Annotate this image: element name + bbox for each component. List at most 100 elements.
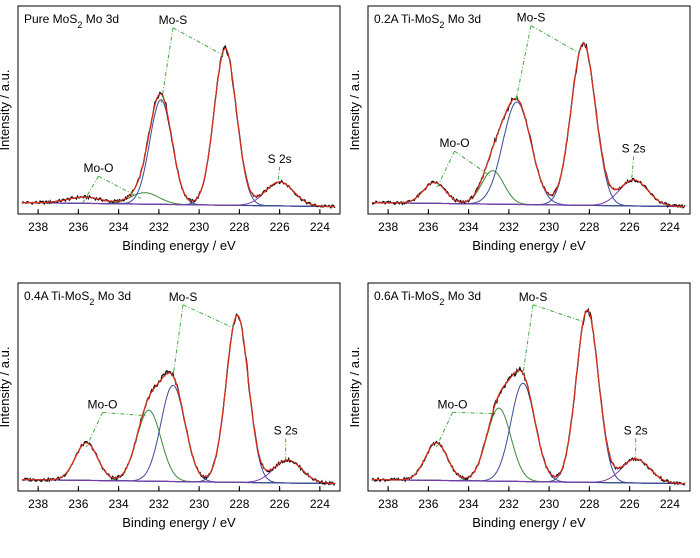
x-tick-label: 238 — [28, 220, 48, 234]
x-tick-label: 234 — [459, 497, 479, 511]
peak-annotation-label: S 2s — [624, 424, 648, 438]
y-axis-label: Intensity / a.u. — [350, 347, 362, 428]
chart-svg: 238 236 234 232 230 228 226 224 Binding energy /… — [347, 5, 691, 253]
annotation-leader-line — [435, 150, 455, 190]
peak-annotation-label: Mo-O — [84, 161, 114, 175]
annotation-leader-line — [172, 27, 224, 56]
x-tick-label: 224 — [310, 220, 330, 234]
peak-annotation-label: S 2s — [268, 152, 292, 166]
fitted-envelope-line — [372, 42, 685, 208]
annotation-leader-line — [530, 25, 580, 54]
x-tick-label: 234 — [459, 220, 479, 234]
peak-annotation-label: Mo-S — [519, 290, 548, 304]
x-tick-label: 236 — [418, 220, 438, 234]
x-tick-label: 238 — [378, 497, 398, 511]
peak-component-mo-o — [372, 170, 685, 208]
xps-panel-0.2a-ti-mos2: 238 236 234 232 230 228 226 224 Binding energy /… — [347, 0, 700, 276]
peak-component-mo-o — [22, 409, 335, 485]
xps-panel-pure-mos2: 238 236 234 232 230 228 226 224 Binding energy /… — [0, 0, 350, 276]
x-tick-label: 232 — [149, 220, 169, 234]
x-tick-label: 232 — [149, 497, 169, 511]
peak-annotation-label: Mo-S — [159, 13, 188, 27]
annotation-leader-line — [81, 175, 99, 204]
peak-component-mo-s — [22, 47, 335, 208]
peak-annotation-label: S 2s — [622, 141, 646, 155]
chart-svg: 238 236 234 232 230 228 226 224 Binding energy /… — [347, 282, 691, 530]
chart-svg: 238 236 234 232 230 228 226 224 Binding energy /… — [0, 282, 341, 530]
fitted-envelope-line — [21, 47, 335, 208]
y-axis-label: Intensity / a.u. — [0, 70, 12, 151]
x-tick-label: 224 — [660, 497, 680, 511]
x-tick-label: 224 — [310, 497, 330, 511]
panel-title: Pure MoS2 Mo 3d — [24, 12, 119, 30]
annotation-leader-line — [98, 175, 141, 199]
annotation-leader-line — [182, 304, 234, 329]
xps-panel-0.6a-ti-mos2: 238 236 234 232 230 228 226 224 Binding energy /… — [347, 277, 700, 553]
annotation-leader-line — [631, 156, 635, 181]
annotation-leader-line — [160, 27, 174, 106]
y-axis-label: Intensity / a.u. — [350, 70, 362, 151]
annotation-leader-line — [435, 412, 453, 448]
peak-component-s-2s — [22, 459, 335, 484]
x-tick-label: 226 — [620, 497, 640, 511]
x-tick-label: 236 — [68, 497, 88, 511]
annotation-leader-line — [102, 411, 147, 417]
x-axis-label: Binding energy / eV — [472, 515, 586, 530]
x-tick-label: 228 — [229, 220, 249, 234]
x-tick-label: 230 — [189, 497, 209, 511]
peak-annotation-label: Mo-O — [440, 136, 470, 150]
x-tick-label: 236 — [418, 497, 438, 511]
experimental-line — [21, 44, 336, 210]
peak-component-mo-s — [372, 309, 685, 485]
peak-annotation-label: Mo-O — [88, 397, 118, 411]
peak-component-s-2s — [372, 458, 686, 485]
x-tick-label: 226 — [270, 497, 290, 511]
peak-component-mo-o — [372, 407, 685, 485]
annotation-leader-line — [172, 304, 184, 378]
annotation-leader-line — [454, 150, 492, 177]
fitted-envelope-line — [372, 309, 686, 485]
x-tick-label: 228 — [579, 497, 599, 511]
peak-annotation-label: Mo-S — [169, 290, 198, 304]
annotation-leader-line — [514, 25, 532, 106]
xps-panel-0.4a-ti-mos2: 238 236 234 232 230 228 226 224 Binding energy /… — [0, 277, 350, 553]
x-tick-label: 238 — [378, 220, 398, 234]
fitted-envelope-line — [22, 314, 335, 485]
x-axis-label: Binding energy / eV — [122, 515, 236, 530]
annotation-leader-line — [85, 412, 103, 448]
plot-frame — [367, 5, 691, 215]
x-tick-label: 232 — [499, 497, 519, 511]
x-tick-label: 226 — [620, 220, 640, 234]
x-tick-label: 230 — [539, 220, 559, 234]
x-tick-label: 238 — [28, 497, 48, 511]
x-tick-label: 230 — [539, 497, 559, 511]
plot-frame — [17, 282, 341, 492]
plot-frame — [17, 5, 341, 215]
x-tick-label: 230 — [189, 220, 209, 234]
x-tick-label: 234 — [109, 220, 129, 234]
x-axis-label: Binding energy / eV — [122, 238, 236, 253]
peak-annotation-label: Mo-O — [438, 397, 468, 411]
panel-title: 0.6A Ti-MoS2 Mo 3d — [374, 289, 481, 307]
plot-frame — [367, 282, 691, 492]
x-tick-label: 228 — [579, 220, 599, 234]
peak-component-mo-s — [22, 314, 335, 485]
chart-svg: 238 236 234 232 230 228 226 224 Binding energy /… — [0, 5, 341, 253]
x-tick-label: 234 — [109, 497, 129, 511]
x-tick-label: 226 — [270, 220, 290, 234]
annotation-leader-line — [522, 304, 534, 375]
panel-title: 0.2A Ti-MoS2 Mo 3d — [374, 12, 481, 30]
peak-annotation-label: Mo-S — [517, 11, 546, 25]
x-axis-label: Binding energy / eV — [472, 238, 586, 253]
peak-annotation-label: S 2s — [274, 424, 298, 438]
panel-title: 0.4A Ti-MoS2 Mo 3d — [24, 289, 131, 307]
y-axis-label: Intensity / a.u. — [0, 347, 12, 428]
annotation-leader-line — [532, 304, 584, 323]
experimental-line — [21, 313, 336, 487]
x-tick-label: 228 — [229, 497, 249, 511]
experimental-line — [371, 307, 686, 486]
x-tick-label: 224 — [660, 220, 680, 234]
experimental-line — [371, 41, 686, 209]
annotation-leader-line — [452, 411, 497, 415]
x-tick-label: 236 — [68, 220, 88, 234]
